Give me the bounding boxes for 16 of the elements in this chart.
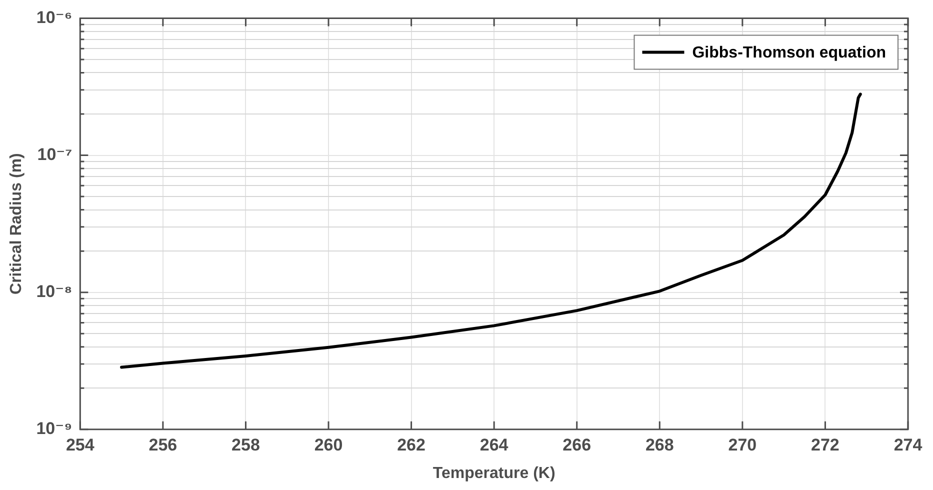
x-axis-title: Temperature (K) [432, 464, 556, 482]
y-axis-title: Critical Radius (m) [8, 153, 26, 294]
x-tick-label: 274 [894, 435, 923, 454]
y-tick-label: 10⁻⁷ [37, 144, 72, 164]
x-tick-label: 262 [397, 435, 426, 454]
x-tick-label: 272 [811, 435, 840, 454]
legend-label: Gibbs-Thomson equation [692, 44, 886, 62]
x-tick-label: 264 [480, 435, 509, 454]
y-tick-label: 10⁻⁸ [36, 282, 72, 302]
x-tick-label: 258 [232, 435, 260, 454]
x-tick-label: 268 [645, 435, 674, 454]
x-tick-label: 260 [314, 435, 343, 454]
y-tick-label: 10⁻⁶ [36, 8, 72, 27]
x-tick-label: 266 [562, 435, 592, 454]
x-tick-label: 256 [148, 435, 178, 454]
x-tick-label: 270 [728, 435, 757, 454]
